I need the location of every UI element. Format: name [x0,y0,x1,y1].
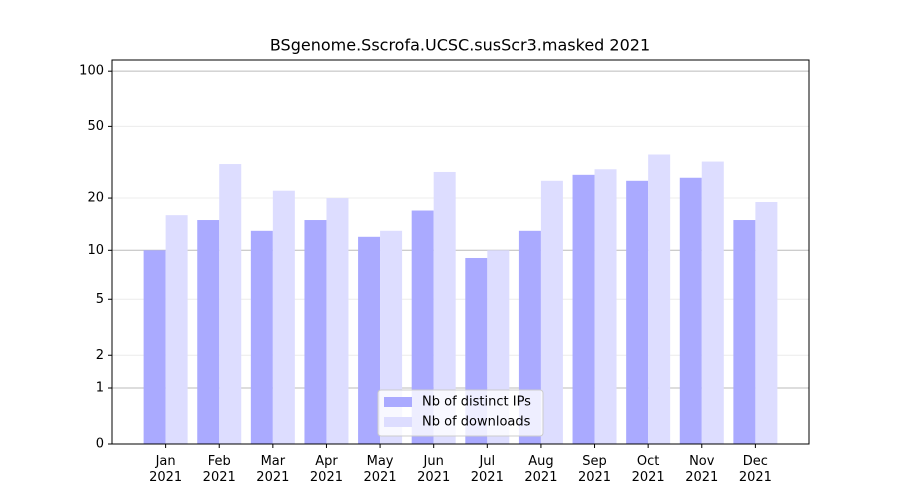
y-tick-label: 5 [96,292,104,307]
bar [594,169,617,444]
bar [219,164,242,444]
bar [411,210,434,444]
bar [165,215,188,444]
bar [540,180,563,444]
legend-label: Nb of downloads [422,415,531,430]
bar [755,202,778,444]
y-tick-label: 20 [87,191,104,206]
x-tick-label: Jan 2021 [149,454,182,485]
y-tick-label: 0 [96,437,104,452]
x-tick-label: May 2021 [364,454,397,485]
bar [326,198,349,444]
plot-frame [111,59,810,445]
y-tick-label: 1 [96,381,104,396]
bar [648,154,671,444]
y-tick-label: 50 [87,119,104,134]
x-tick-label: Dec 2021 [739,454,772,485]
bar [250,230,273,444]
x-tick-label: Jun 2021 [417,454,450,485]
bar [679,177,702,444]
bar [701,161,724,444]
bar [433,171,456,444]
legend-label: Nb of distinct IPs [422,395,531,410]
bar [733,220,756,444]
bar [304,220,327,444]
bar [358,236,381,444]
x-tick-label: Apr 2021 [310,454,343,485]
legend-box [377,389,544,437]
chart-title: BSgenome.Sscrofa.UCSC.susScr3.masked 202… [270,36,650,55]
x-tick-label: Nov 2021 [685,454,718,485]
legend-swatch [384,417,412,427]
x-tick-label: Jul 2021 [471,454,504,485]
x-tick-label: Mar 2021 [256,454,289,485]
bar [626,180,649,444]
bar [143,250,166,444]
bar [572,174,595,444]
x-tick-label: Aug 2021 [524,454,557,485]
x-tick-label: Feb 2021 [203,454,236,485]
bar [197,220,220,444]
legend-swatch [384,397,412,407]
x-tick-label: Oct 2021 [632,454,665,485]
y-tick-label: 2 [96,348,104,363]
bar [272,190,295,444]
x-tick-label: Sep 2021 [578,454,611,485]
y-tick-label: 10 [87,243,104,258]
y-tick-label: 100 [79,64,104,79]
